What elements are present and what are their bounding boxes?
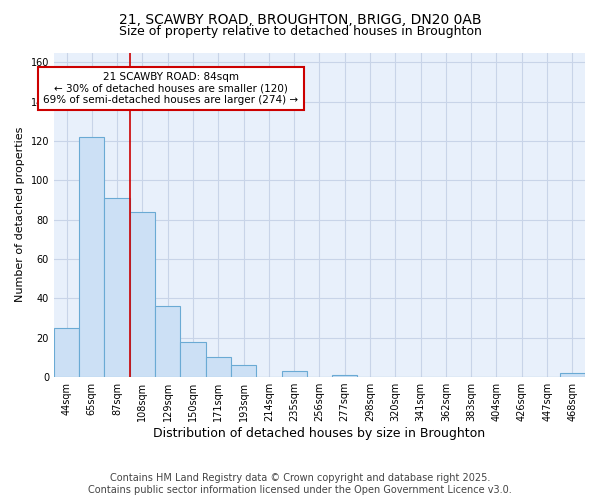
Text: 21, SCAWBY ROAD, BROUGHTON, BRIGG, DN20 0AB: 21, SCAWBY ROAD, BROUGHTON, BRIGG, DN20 … (119, 12, 481, 26)
Bar (155, 306, 181, 377)
Bar (181, 342, 206, 377)
Bar (79, 137, 104, 377)
Bar (281, 371, 307, 377)
Text: Contains HM Land Registry data © Crown copyright and database right 2025.
Contai: Contains HM Land Registry data © Crown c… (88, 474, 512, 495)
Bar (104, 198, 130, 377)
Bar (130, 212, 155, 377)
Bar (231, 366, 256, 377)
X-axis label: Distribution of detached houses by size in Broughton: Distribution of detached houses by size … (154, 427, 485, 440)
Text: Size of property relative to detached houses in Broughton: Size of property relative to detached ho… (119, 25, 481, 38)
Bar (560, 373, 585, 377)
Bar (332, 375, 358, 377)
Y-axis label: Number of detached properties: Number of detached properties (15, 127, 25, 302)
Text: 21 SCAWBY ROAD: 84sqm
← 30% of detached houses are smaller (120)
69% of semi-det: 21 SCAWBY ROAD: 84sqm ← 30% of detached … (43, 72, 298, 105)
Bar (206, 358, 231, 377)
Bar (54, 328, 79, 377)
